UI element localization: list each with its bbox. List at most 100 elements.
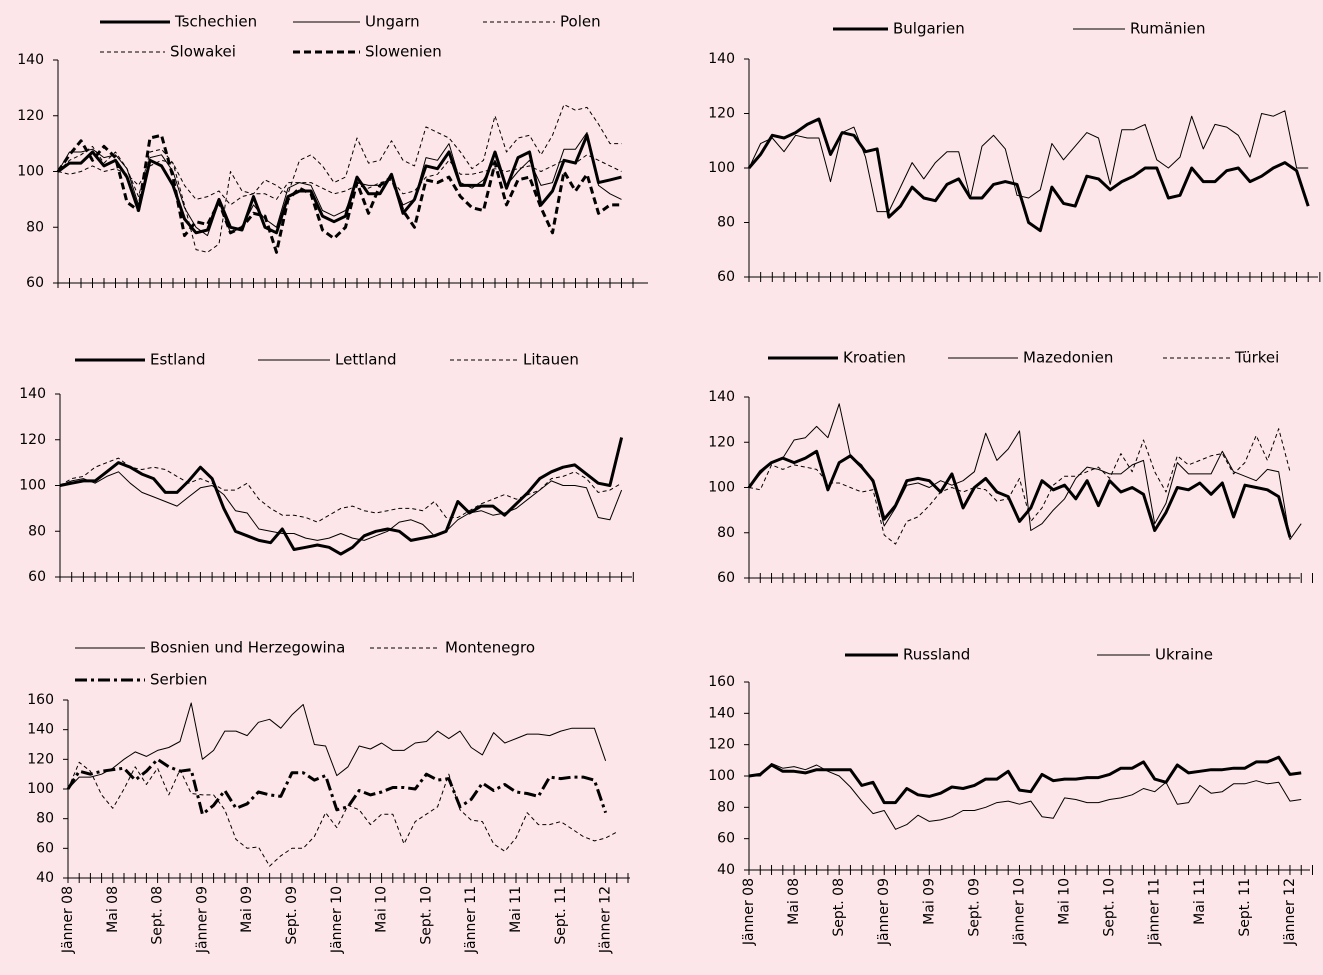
x-tick-label: Jänner 10 — [1011, 878, 1027, 946]
legend-label: Rumänien — [1130, 20, 1205, 38]
y-tick-label: 100 — [19, 478, 46, 494]
legend-label: Ungarn — [365, 13, 420, 31]
y-tick-label: 160 — [708, 674, 735, 690]
y-tick-label: 140 — [708, 389, 735, 405]
x-tick-label: Jänner 08 — [60, 886, 76, 954]
x-tick-label: Jänner 09 — [876, 878, 892, 946]
y-tick-label: 120 — [27, 751, 54, 767]
series-line — [748, 110, 1309, 213]
series-line — [59, 457, 622, 523]
x-tick-label: Sept. 08 — [150, 886, 166, 945]
y-tick-label: 60 — [717, 269, 735, 285]
series-line — [57, 154, 622, 206]
chart-panel: 40 60 80 100 120 140 160 Jänner 08 Mai 08 Sept. 0… — [27, 639, 630, 954]
y-tick-label: 140 — [19, 386, 46, 402]
series-line — [748, 428, 1291, 545]
x-tick-label: Sept. 09 — [284, 886, 300, 945]
legend-label: Tschechien — [174, 13, 257, 31]
x-tick-label: Mai 10 — [1057, 878, 1073, 925]
y-tick-label: 160 — [27, 692, 54, 708]
legend-label: Slowenien — [365, 43, 442, 61]
y-tick-label: 140 — [27, 722, 54, 738]
x-tick-label: Sept. 11 — [1237, 878, 1253, 937]
x-tick-label: Mai 08 — [105, 886, 121, 933]
y-tick-label: 80 — [28, 523, 46, 539]
x-tick-label: Mai 09 — [239, 886, 255, 933]
chart-panel: 40 60 80 100 120 140 160 Jänner 08 Mai 08 Sept. 0… — [708, 646, 1313, 946]
x-tick-label: Jänner 09 — [194, 886, 210, 954]
y-tick-label: 100 — [17, 164, 44, 180]
series-line — [749, 763, 1302, 830]
series-line — [59, 437, 624, 556]
x-tick-label: Jänner 11 — [463, 886, 479, 954]
series-line — [67, 761, 618, 867]
y-tick-label: 80 — [26, 219, 44, 235]
chart-panel: 60 80 100 120 140 Bulgarien Rumänien — [708, 20, 1321, 285]
y-tick-label: 100 — [708, 480, 735, 496]
series-line — [59, 471, 623, 541]
legend-label: Lettland — [335, 351, 396, 369]
x-tick-label: Sept. 09 — [966, 878, 982, 937]
x-tick-label: Sept. 10 — [1102, 878, 1118, 937]
y-tick-label: 100 — [27, 781, 54, 797]
legend-label: Kroatien — [843, 349, 906, 367]
y-tick-label: 120 — [17, 108, 44, 124]
series-line — [56, 133, 622, 254]
y-tick-label: 80 — [717, 799, 735, 815]
y-tick-label: 140 — [708, 705, 735, 721]
x-tick-label: Mai 11 — [508, 886, 524, 933]
legend-label: Slowakei — [170, 43, 236, 61]
y-tick-label: 120 — [708, 106, 735, 122]
legend-label: Mazedonien — [1023, 349, 1113, 367]
y-tick-label: 120 — [708, 737, 735, 753]
x-tick-label: Jänner 12 — [598, 886, 614, 954]
x-tick-label: Sept. 08 — [831, 878, 847, 937]
y-tick-label: 100 — [708, 768, 735, 784]
x-tick-label: Mai 09 — [921, 878, 937, 925]
chart-panel: 60 80 100 120 140 Tschechien Ungarn Polen Slowak… — [17, 13, 648, 291]
y-tick-label: 40 — [717, 862, 735, 878]
chart-panel: 60 80 100 120 140 Estland Lettland Litauen — [19, 351, 634, 585]
x-tick-label: Sept. 11 — [553, 886, 569, 945]
y-tick-label: 80 — [36, 811, 54, 827]
y-tick-label: 120 — [19, 432, 46, 448]
x-tick-label: Mai 08 — [786, 878, 802, 925]
y-tick-label: 120 — [708, 434, 735, 450]
y-tick-label: 60 — [26, 275, 44, 291]
chart-panel: 60 80 100 120 140 Kroatien Mazedonien Türkei — [708, 349, 1313, 586]
x-tick-label: Jänner 08 — [741, 878, 757, 946]
y-tick-label: 60 — [28, 569, 46, 585]
series-line — [748, 403, 1302, 540]
series-line — [57, 104, 622, 253]
x-tick-label: Jänner 12 — [1282, 878, 1298, 946]
y-tick-label: 100 — [708, 160, 735, 176]
x-tick-label: Jänner 10 — [329, 886, 345, 954]
legend-label: Serbien — [150, 671, 207, 689]
legend-label: Litauen — [523, 351, 579, 369]
y-tick-label: 60 — [717, 570, 735, 586]
x-tick-label: Mai 11 — [1192, 878, 1208, 925]
series-line — [67, 702, 607, 790]
legend-label: Ukraine — [1155, 646, 1213, 664]
series-line — [747, 449, 1292, 538]
y-tick-label: 60 — [717, 831, 735, 847]
y-tick-label: 60 — [36, 840, 54, 856]
series-line — [66, 757, 608, 816]
y-tick-label: 140 — [708, 51, 735, 67]
legend-label: Bosnien und Herzegowina — [150, 639, 345, 657]
y-tick-label: 140 — [17, 52, 44, 68]
y-tick-label: 40 — [36, 870, 54, 886]
legend-label: Türkei — [1234, 349, 1279, 367]
series-line — [747, 117, 1310, 233]
x-tick-label: Sept. 10 — [418, 886, 434, 945]
y-tick-label: 80 — [717, 215, 735, 231]
series-line — [57, 132, 622, 237]
series-line — [748, 755, 1302, 805]
series-line — [57, 133, 622, 235]
x-tick-label: Mai 10 — [374, 886, 390, 933]
x-tick-label: Jänner 11 — [1147, 878, 1163, 946]
legend-label: Polen — [560, 13, 601, 31]
y-tick-label: 80 — [717, 525, 735, 541]
